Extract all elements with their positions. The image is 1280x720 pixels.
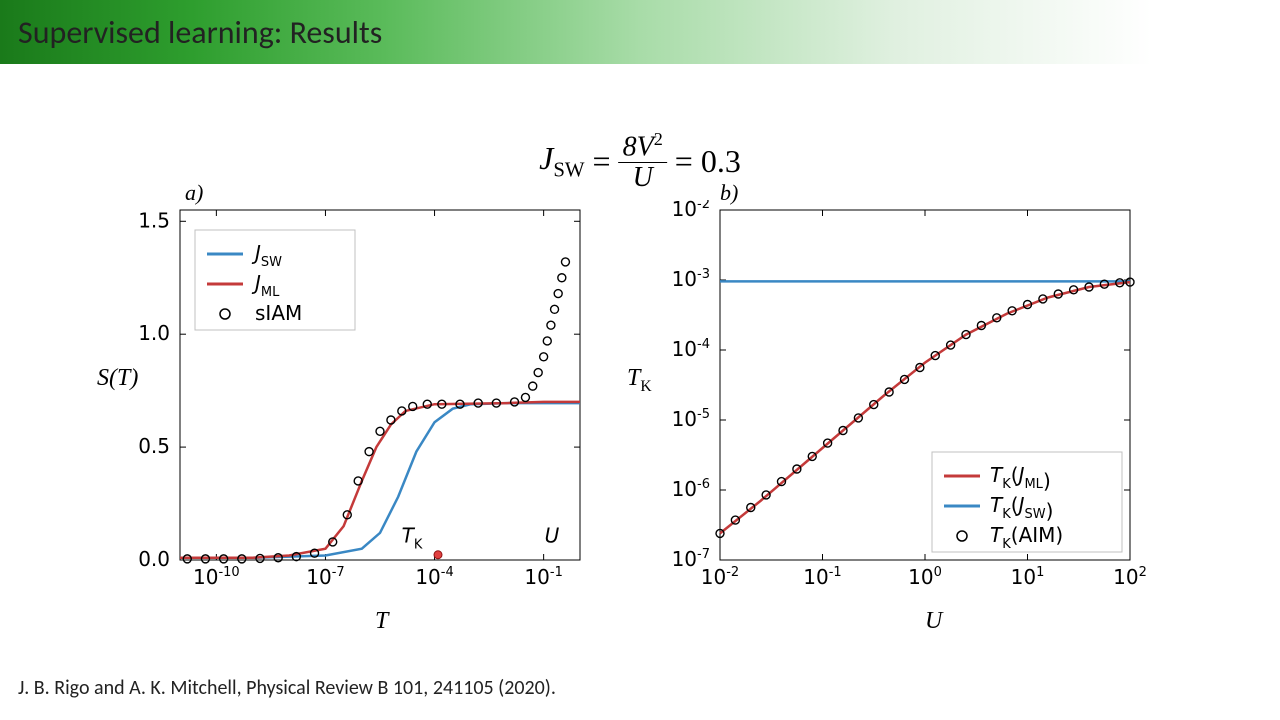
- chart-b-svg: 10-210-110010110210-710-610-510-410-310-…: [635, 200, 1155, 620]
- eq-fraction: 8V2 U: [619, 130, 667, 192]
- chart-a-svg: 10-1010-710-410-10.00.51.01.5TKUJSWJMLsI…: [105, 200, 605, 620]
- svg-text:10-2: 10-2: [672, 200, 710, 221]
- panel-label-a: a): [185, 180, 203, 206]
- chart-a: a) S(T) 10-1010-710-410-10.00.51.01.5TKU…: [105, 200, 605, 625]
- svg-text:102: 102: [1113, 565, 1147, 589]
- eq-lhs: JSW: [539, 140, 584, 182]
- svg-text:10-10: 10-10: [193, 565, 240, 589]
- svg-text:10-1: 10-1: [803, 565, 841, 589]
- citation: J. B. Rigo and A. K. Mitchell, Physical …: [18, 676, 556, 700]
- chart-b: b) TK 10-210-110010110210-710-610-510-41…: [635, 200, 1155, 625]
- svg-text:10-5: 10-5: [672, 407, 710, 431]
- svg-text:U: U: [545, 524, 560, 548]
- svg-text:10-6: 10-6: [672, 477, 710, 501]
- ylabel-b: TK: [627, 365, 652, 396]
- svg-text:1.5: 1.5: [138, 208, 170, 232]
- svg-text:10-1: 10-1: [524, 565, 562, 589]
- svg-text:0.5: 0.5: [138, 434, 170, 458]
- charts-container: a) S(T) 10-1010-710-410-10.00.51.01.5TKU…: [105, 200, 1155, 625]
- equation-jsw: JSW = 8V2 U = 0.3: [539, 130, 741, 192]
- svg-text:10-4: 10-4: [672, 337, 710, 361]
- slide-header: Supervised learning: Results: [0, 0, 1280, 64]
- svg-text:TK: TK: [402, 524, 423, 553]
- panel-label-b: b): [720, 180, 738, 206]
- svg-text:10-4: 10-4: [415, 565, 453, 589]
- svg-text:sIAM: sIAM: [255, 301, 302, 325]
- xlabel-a: T: [375, 608, 388, 635]
- slide-title: Supervised learning: Results: [18, 13, 382, 52]
- svg-text:10-2: 10-2: [701, 565, 739, 589]
- eq-rhs: 0.3: [701, 143, 741, 180]
- svg-text:0.0: 0.0: [138, 547, 170, 571]
- svg-text:10-7: 10-7: [306, 565, 344, 589]
- svg-text:101: 101: [1011, 565, 1045, 589]
- svg-text:1.0: 1.0: [138, 321, 170, 345]
- xlabel-b: U: [925, 608, 942, 635]
- svg-text:10-3: 10-3: [672, 267, 710, 291]
- ylabel-a: S(T): [97, 365, 138, 392]
- svg-text:100: 100: [908, 565, 942, 589]
